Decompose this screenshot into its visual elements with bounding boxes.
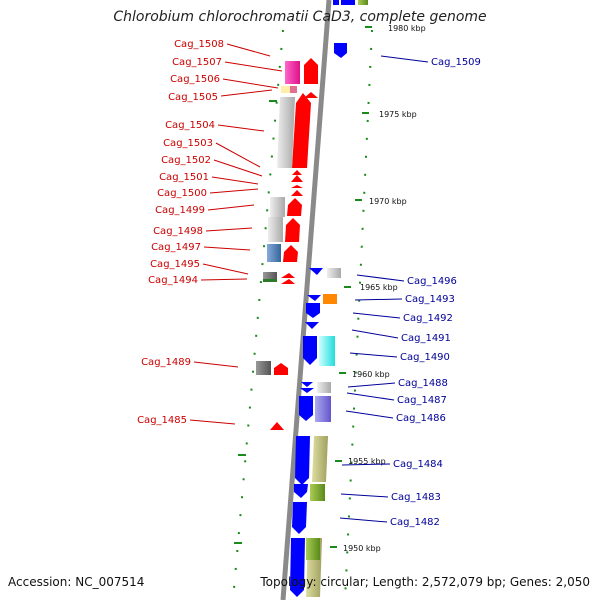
right-leader-lines: [339, 55, 429, 523]
left-labels: Cag_1508 Cag_1507 Cag_1506 Cag_1505 Cag_…: [137, 39, 224, 426]
gene-label-cag-1498: Cag_1498: [153, 226, 203, 237]
tick-label-1980: 1980 kbp: [388, 24, 426, 33]
genome-backbone: [280, 0, 332, 600]
gene-label-cag-1489: Cag_1489: [141, 357, 191, 368]
gene-label-cag-1501: Cag_1501: [159, 172, 209, 183]
gene-label-cag-1485: Cag_1485: [137, 415, 187, 426]
tick-label-1950: 1950 kbp: [343, 544, 381, 553]
gene-label-cag-1484: Cag_1484: [393, 459, 443, 470]
gene-label-cag-1486: Cag_1486: [396, 413, 446, 424]
gene-label-cag-1506: Cag_1506: [170, 74, 220, 85]
gene-label-cag-1493: Cag_1493: [405, 294, 455, 305]
left-leader-lines: [189, 43, 283, 425]
other-features: [256, 61, 341, 597]
gene-label-cag-1491: Cag_1491: [401, 333, 451, 344]
gene-label-cag-1492: Cag_1492: [403, 313, 453, 324]
gene-label-cag-1495: Cag_1495: [150, 259, 200, 270]
gene-label-cag-1509: Cag_1509: [431, 57, 481, 68]
gene-label-cag-1497: Cag_1497: [151, 242, 201, 253]
gene-label-cag-1487: Cag_1487: [397, 395, 447, 406]
gene-label-cag-1504: Cag_1504: [165, 120, 215, 131]
topology-summary: Topology: circular; Length: 2,572,079 bp…: [260, 575, 590, 589]
gene-label-cag-1508: Cag_1508: [174, 39, 224, 50]
gene-label-cag-1488: Cag_1488: [398, 378, 448, 389]
gene-label-cag-1494: Cag_1494: [148, 275, 198, 286]
gene-label-cag-1507: Cag_1507: [172, 57, 222, 68]
top-partial-features: [333, 0, 368, 5]
forward-strand-features: [270, 58, 318, 430]
tick-label-1975: 1975 kbp: [379, 110, 417, 119]
tick-label-1965: 1965 kbp: [360, 283, 398, 292]
gene-label-cag-1482: Cag_1482: [390, 517, 440, 528]
gene-label-cag-1505: Cag_1505: [168, 92, 218, 103]
tick-label-1960: 1960 kbp: [352, 370, 390, 379]
tick-label-1970: 1970 kbp: [369, 197, 407, 206]
gene-label-cag-1499: Cag_1499: [155, 205, 205, 216]
gene-label-cag-1502: Cag_1502: [161, 155, 211, 166]
genome-title: Chlorobium chlorochromatii CaD3, complet…: [113, 9, 487, 25]
gene-label-cag-1500: Cag_1500: [157, 188, 207, 199]
reverse-strand-features: [290, 43, 347, 597]
tick-label-1955: 1955 kbp: [348, 457, 386, 466]
accession-text: Accession: NC_007514: [8, 575, 145, 589]
tick-labels: 1980 kbp 1975 kbp 1970 kbp 1965 kbp 1960…: [343, 24, 426, 553]
gene-label-cag-1490: Cag_1490: [400, 352, 450, 363]
gene-label-cag-1483: Cag_1483: [391, 492, 441, 503]
gene-label-cag-1496: Cag_1496: [407, 276, 457, 287]
right-labels: Cag_1509 Cag_1496 Cag_1493 Cag_1492 Cag_…: [390, 57, 481, 528]
gene-label-cag-1503: Cag_1503: [163, 138, 213, 149]
